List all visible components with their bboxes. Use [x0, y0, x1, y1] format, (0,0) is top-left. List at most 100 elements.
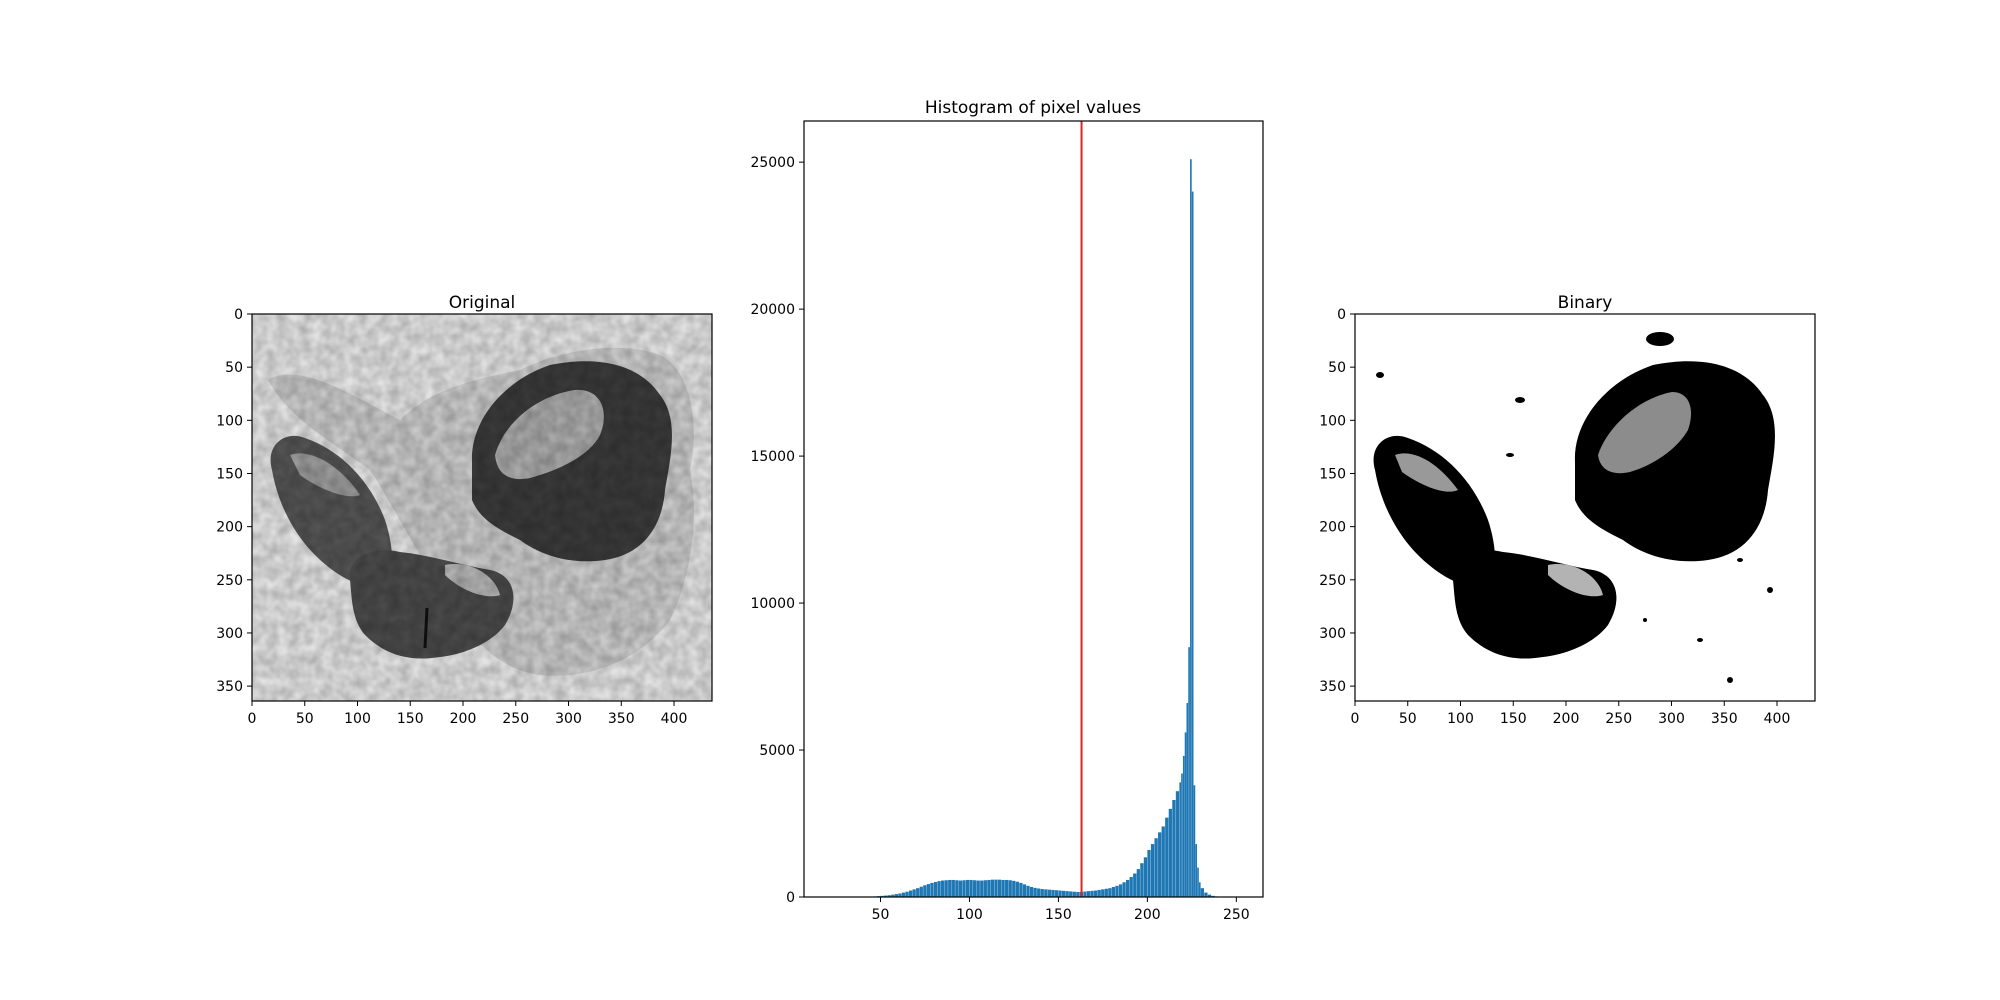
original-xtick-label: 0	[248, 711, 257, 727]
histogram-bar	[1097, 889, 1101, 897]
histogram-bar	[1026, 885, 1030, 897]
histogram-bar	[1207, 894, 1212, 897]
histogram-bar	[962, 880, 966, 897]
histogram-bar	[933, 882, 938, 897]
histogram-bar	[898, 893, 902, 897]
histogram-bar	[1001, 879, 1005, 897]
histogram-bar	[1133, 873, 1137, 897]
histogram-bar	[1058, 890, 1062, 897]
histogram-bar	[1126, 879, 1130, 897]
binary-title: Binary	[1558, 293, 1613, 313]
binary-xtick-label: 0	[1351, 711, 1360, 727]
original-ytick-label: 250	[216, 573, 243, 589]
original-tissue	[252, 314, 712, 701]
histogram-bar	[958, 880, 963, 897]
histogram-bar	[1191, 191, 1194, 897]
histogram-bar	[969, 879, 973, 897]
histogram-ytick-label: 25000	[750, 155, 795, 171]
histogram-bar	[1150, 844, 1155, 897]
histogram-bar	[980, 880, 984, 897]
original-axes-frame	[251, 313, 713, 702]
histogram-bar	[1051, 889, 1055, 897]
histogram-bar	[1193, 785, 1196, 897]
histogram-bar	[1154, 838, 1158, 897]
original-panel: Original 0 50 100 150 200 250 300 350 400 0 50 100 1…	[216, 293, 713, 727]
binary-xtick-label: 200	[1553, 711, 1580, 727]
histogram-bar	[1175, 791, 1180, 897]
original-ytick-label: 350	[216, 679, 243, 695]
binary-mask	[1373, 332, 1775, 683]
histogram-bar	[908, 890, 913, 897]
histogram-bar	[973, 880, 977, 897]
histogram-bar	[937, 881, 941, 897]
histogram-bar	[1168, 808, 1172, 897]
histogram-bar	[1184, 732, 1187, 897]
binary-xtick-label: 350	[1711, 711, 1738, 727]
binary-ytick-label: 150	[1319, 466, 1346, 482]
histogram-bar	[987, 879, 991, 897]
histogram-xtick-label: 250	[1223, 907, 1250, 923]
binary-ytick-label: 350	[1319, 679, 1346, 695]
histogram-bar	[1147, 849, 1151, 897]
histogram-bar	[1195, 844, 1198, 897]
histogram-bar	[1090, 890, 1094, 897]
histogram-ytick-label: 20000	[750, 302, 795, 318]
histogram-panel: Histogram of pixel values 50 100 150 200 250…	[750, 98, 1264, 923]
binary-ytick-label: 200	[1319, 520, 1346, 536]
histogram-xtick-label: 100	[956, 907, 983, 923]
histogram-bar	[1108, 888, 1112, 897]
histogram-bar	[965, 879, 970, 897]
histogram-bar	[1111, 887, 1116, 897]
histogram-bar	[1122, 882, 1126, 897]
histogram-xtick-label: 200	[1134, 907, 1161, 923]
histogram-bar	[1065, 891, 1069, 897]
original-xtick-label: 100	[344, 711, 371, 727]
histogram-ytick-label: 15000	[750, 449, 795, 465]
histogram-bar	[1093, 890, 1098, 897]
histogram-bar	[1076, 892, 1080, 897]
binary-ytick-label: 0	[1337, 307, 1346, 323]
histogram-bar	[1200, 888, 1205, 897]
original-title: Original	[449, 293, 516, 313]
histogram-bar	[990, 879, 995, 897]
histogram-axes-frame	[803, 120, 1264, 898]
histogram-bar	[1136, 869, 1140, 897]
histogram-bar	[994, 879, 998, 897]
histogram-ytick-label: 0	[786, 890, 795, 906]
histogram-bar	[891, 894, 895, 897]
histogram-bar	[1172, 800, 1176, 897]
histogram-bar	[1104, 888, 1108, 897]
histogram-bar	[1033, 887, 1037, 897]
histogram-bar	[1165, 817, 1169, 897]
histogram-bar	[1044, 889, 1048, 897]
original-xtick-label: 200	[450, 711, 477, 727]
original-xtick-label: 250	[502, 711, 529, 727]
binary-xtick-label: 300	[1658, 711, 1685, 727]
histogram-bar	[1161, 826, 1165, 897]
histogram-bar	[1054, 890, 1059, 897]
histogram-bar	[1019, 882, 1023, 897]
histogram-bar	[912, 889, 916, 897]
histogram-bar	[1197, 867, 1199, 897]
histogram-bar	[1143, 857, 1148, 897]
original-xtick-label: 50	[296, 711, 314, 727]
histogram-bar	[1179, 782, 1182, 897]
histogram-bar	[944, 880, 948, 897]
histogram-bar	[905, 891, 909, 897]
binary-xtick-label: 250	[1605, 711, 1632, 727]
histogram-bar	[1186, 703, 1189, 897]
binary-ytick-label: 50	[1328, 360, 1346, 376]
binary-xtick-label: 100	[1447, 711, 1474, 727]
histogram-bar	[930, 882, 934, 897]
original-xtick-label: 300	[555, 711, 582, 727]
histogram-bar	[1037, 888, 1041, 897]
original-ytick-label: 100	[216, 413, 243, 429]
histogram-bar	[1008, 880, 1012, 897]
histogram-bar	[1012, 880, 1016, 897]
histogram-ticks: 50 100 150 200 250 0 5000 10000 15000 20000 25000	[750, 155, 1249, 923]
original-ytick-label: 200	[216, 520, 243, 536]
histogram-bar	[894, 894, 899, 897]
histogram-bar	[955, 880, 959, 897]
histogram-axes-background	[804, 121, 1263, 897]
histogram-bar	[1040, 889, 1044, 897]
